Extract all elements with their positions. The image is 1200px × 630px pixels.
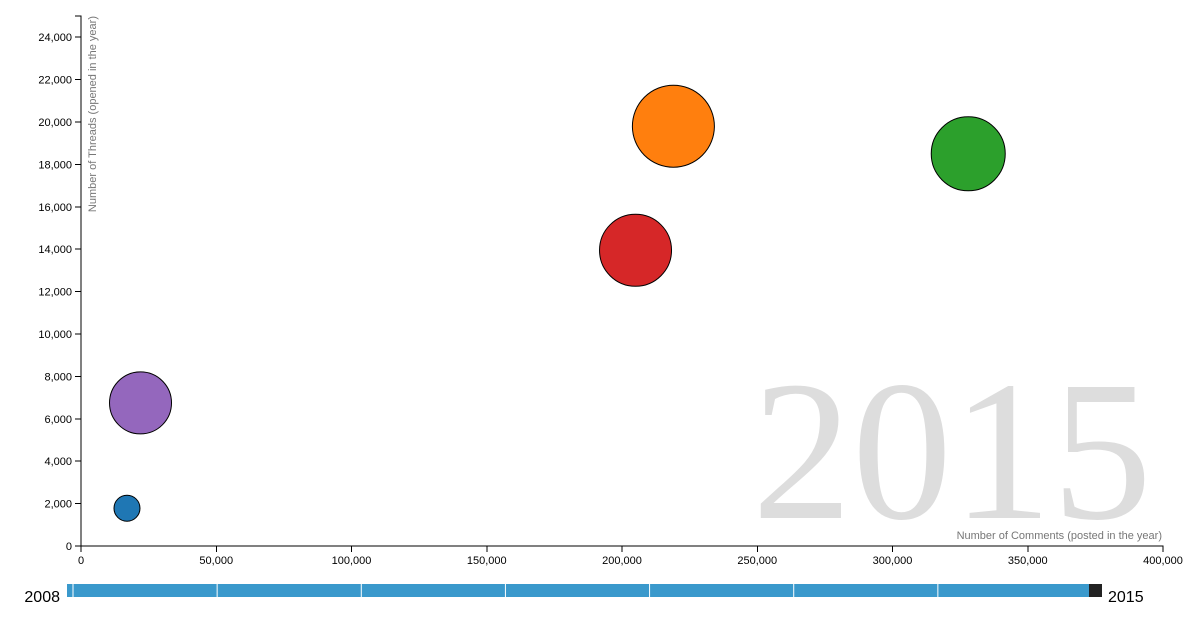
slider-track[interactable]	[67, 584, 1101, 597]
y-axis: 0 2,000 4,000 6,000 8,000 10,000 12,000 14,000 1…	[38, 15, 82, 553]
bubble-point[interactable]	[631, 84, 715, 168]
y-tick-label: 8,000	[44, 371, 72, 383]
bubble-point[interactable]	[599, 213, 673, 287]
y-tick-label: 12,000	[38, 287, 72, 299]
y-tick-label: 6,000	[44, 414, 72, 426]
x-tick-label: 100,000	[332, 555, 372, 567]
y-tick-label: 20,000	[38, 117, 72, 129]
year-slider[interactable]: 2008 2015	[24, 584, 1144, 606]
bubble-point[interactable]	[930, 116, 1006, 192]
y-tick-label: 18,000	[38, 159, 72, 171]
x-tick-label: 300,000	[873, 555, 913, 567]
bubble-layer	[109, 84, 1006, 522]
y-axis-line	[75, 15, 82, 547]
y-tick-label: 4,000	[44, 456, 72, 468]
x-tick-label: 150,000	[467, 555, 507, 567]
y-tick-label: 0	[66, 541, 72, 553]
slider-end-label: 2015	[1108, 589, 1144, 606]
x-tick-label: 350,000	[1008, 555, 1048, 567]
y-axis-title: Number of Threads (opened in the year)	[87, 16, 99, 212]
x-tick-label: 400,000	[1143, 555, 1183, 567]
x-axis-title: Number of Comments (posted in the year)	[957, 530, 1162, 542]
y-tick-label: 24,000	[38, 32, 72, 44]
slider-start-label: 2008	[24, 589, 60, 606]
x-tick-label: 50,000	[199, 555, 233, 567]
bubble-point[interactable]	[109, 371, 173, 435]
y-tick-label: 16,000	[38, 202, 72, 214]
x-tick-label: 250,000	[737, 555, 777, 567]
bubble-point[interactable]	[113, 494, 141, 522]
x-tick-label: 200,000	[602, 555, 642, 567]
y-tick-label: 2,000	[44, 499, 72, 511]
y-tick-label: 14,000	[38, 244, 72, 256]
slider-ticks	[72, 584, 939, 597]
x-axis: 0 50,000 100,000 150,000 200,000 250,000 300,0…	[78, 545, 1183, 567]
slider-handle[interactable]	[1089, 584, 1102, 597]
x-tick-label: 0	[78, 555, 84, 567]
y-tick-label: 10,000	[38, 329, 72, 341]
y-tick-label: 22,000	[38, 75, 72, 87]
current-year-label: 2015	[752, 341, 1152, 562]
